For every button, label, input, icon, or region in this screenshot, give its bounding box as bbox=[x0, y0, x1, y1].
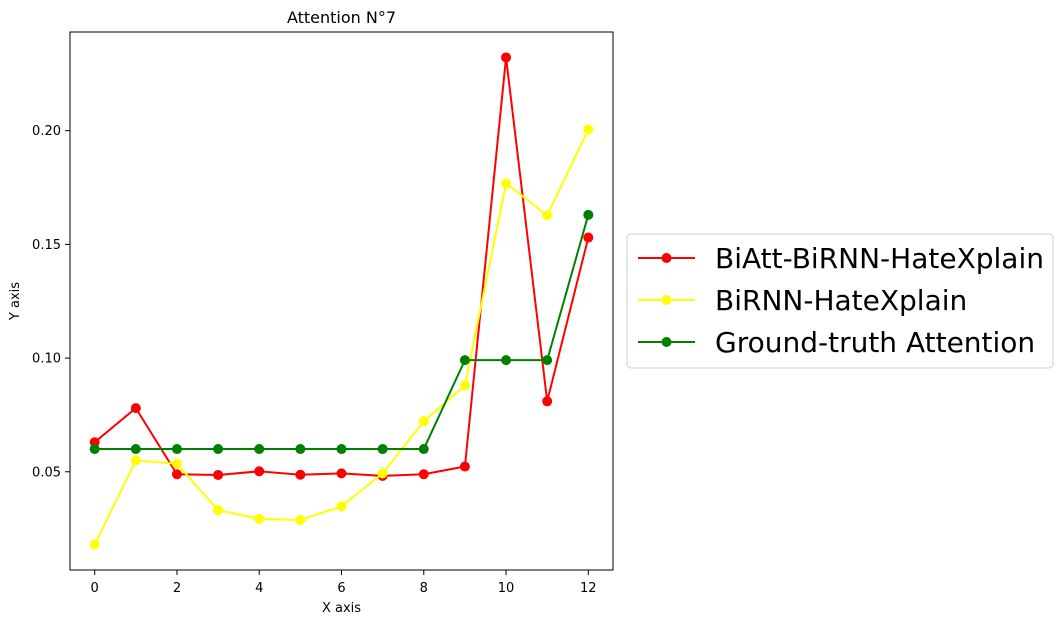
data-point bbox=[213, 469, 224, 480]
data-point bbox=[254, 466, 265, 477]
data-point bbox=[254, 513, 265, 524]
data-point bbox=[295, 469, 306, 480]
legend-swatch-marker bbox=[661, 337, 672, 347]
x-tick-label: 4 bbox=[255, 581, 263, 596]
data-point bbox=[336, 501, 347, 512]
y-axis-ticks: 0.05 0.10 0.15 0.20 bbox=[32, 124, 70, 480]
legend-swatch-marker bbox=[661, 253, 672, 263]
data-point bbox=[336, 468, 347, 479]
y-tick-label: 0.10 bbox=[32, 352, 61, 367]
data-point bbox=[459, 355, 470, 366]
x-tick-label: 2 bbox=[173, 581, 181, 596]
data-point bbox=[501, 52, 512, 63]
chart-title: Attention N°7 bbox=[287, 8, 396, 27]
x-axis-label: X axis bbox=[322, 601, 361, 616]
legend-item: BiRNN-HateXplain bbox=[638, 284, 967, 317]
y-axis-label: Y axis bbox=[8, 282, 23, 321]
x-tick-label: 12 bbox=[580, 581, 597, 596]
x-tick-label: 10 bbox=[498, 581, 515, 596]
x-tick-label: 0 bbox=[91, 581, 99, 596]
data-point bbox=[583, 209, 594, 220]
legend-item: Ground-truth Attention bbox=[638, 326, 1035, 359]
y-tick-label: 0.15 bbox=[32, 238, 61, 253]
data-point bbox=[295, 444, 306, 455]
x-tick-label: 8 bbox=[420, 581, 428, 596]
data-point bbox=[418, 469, 429, 480]
legend-label: BiRNN-HateXplain bbox=[715, 284, 967, 317]
data-point bbox=[130, 403, 141, 414]
data-point bbox=[89, 539, 100, 550]
series-1 bbox=[89, 52, 594, 481]
series-line-2 bbox=[93, 129, 590, 545]
series-3 bbox=[89, 209, 594, 455]
data-point bbox=[171, 469, 182, 480]
data-point bbox=[418, 416, 429, 427]
data-point bbox=[418, 444, 429, 455]
legend-label: BiAtt-BiRNN-HateXplain bbox=[715, 242, 1044, 275]
series-2 bbox=[89, 124, 594, 550]
data-point bbox=[377, 444, 388, 455]
data-point bbox=[583, 232, 594, 243]
data-point bbox=[459, 380, 470, 391]
data-point bbox=[130, 444, 141, 455]
data-point bbox=[336, 444, 347, 455]
data-point bbox=[459, 461, 470, 472]
plot-area-frame bbox=[69, 31, 614, 571]
x-axis-ticks: 0 2 4 6 8 10 12 bbox=[91, 570, 597, 596]
data-point bbox=[583, 124, 594, 135]
data-point bbox=[501, 178, 512, 189]
data-point bbox=[213, 444, 224, 455]
legend-swatch-marker bbox=[661, 295, 672, 305]
legend-item: BiAtt-BiRNN-HateXplain bbox=[638, 242, 1044, 275]
data-point bbox=[542, 396, 553, 407]
data-point bbox=[377, 468, 388, 479]
data-point bbox=[171, 444, 182, 455]
series-line-1 bbox=[94, 56, 590, 477]
data-point bbox=[542, 210, 553, 221]
x-tick-label: 6 bbox=[337, 581, 345, 596]
data-point bbox=[130, 455, 141, 466]
y-tick-label: 0.20 bbox=[32, 124, 61, 139]
legend-label: Ground-truth Attention bbox=[715, 326, 1035, 359]
data-point bbox=[213, 505, 224, 516]
series-line-3 bbox=[94, 214, 590, 451]
data-point bbox=[89, 444, 100, 455]
legend: BiAtt-BiRNN-HateXplain BiRNN-HateXplain Gr… bbox=[626, 233, 1054, 369]
series-layer bbox=[89, 52, 594, 550]
legend-box bbox=[626, 233, 1054, 369]
data-point bbox=[254, 444, 265, 455]
data-point bbox=[171, 458, 182, 469]
data-point bbox=[542, 355, 553, 366]
y-tick-label: 0.05 bbox=[32, 465, 61, 480]
data-point bbox=[501, 355, 512, 366]
data-point bbox=[295, 514, 306, 525]
